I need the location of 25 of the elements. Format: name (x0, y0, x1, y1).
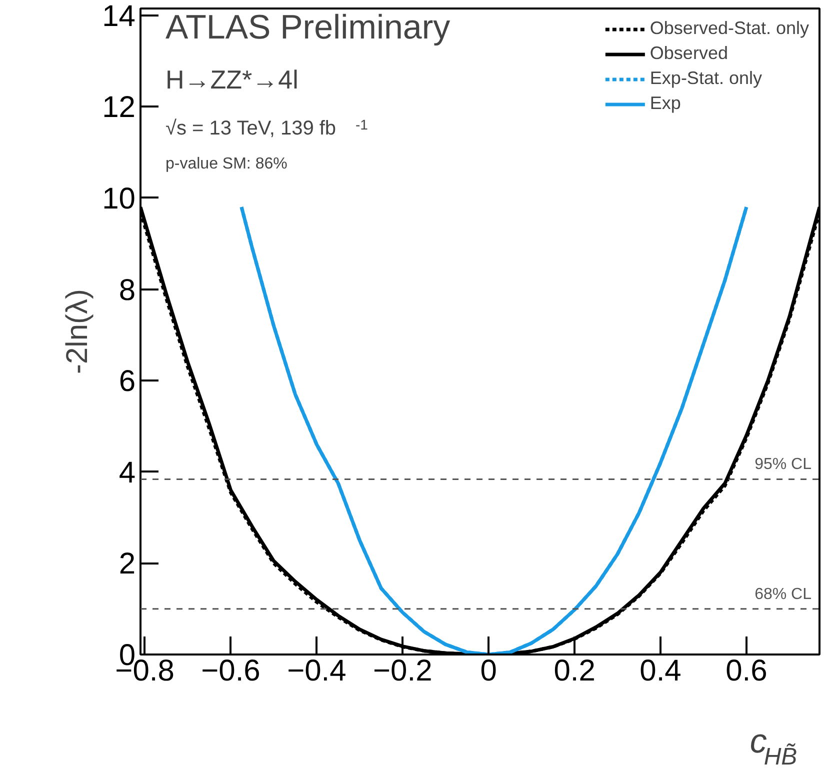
ref-line-label: 68% CL (754, 586, 812, 603)
y-tick-label: 2 (118, 548, 136, 581)
legend-label: Observed-Stat. only (650, 18, 809, 39)
x-tick-label: 0.2 (554, 654, 596, 688)
y-tick-label: 6 (118, 365, 136, 398)
x-tick-label: −0.2 (373, 654, 432, 688)
x-tick-label: 0.6 (726, 654, 768, 688)
y-tick-label: 14 (102, 0, 136, 33)
annotation: H→ZZ*→4l (166, 64, 298, 94)
y-tick-label: 10 (102, 182, 136, 216)
x-tick-label: 0 (480, 654, 497, 688)
x-tick-label: −0.4 (287, 654, 346, 688)
y-tick-label: 4 (118, 456, 136, 490)
annotation: p-value SM: 86% (166, 156, 288, 172)
legend-label: Exp (650, 93, 681, 114)
legend-label: Exp-Stat. only (650, 68, 762, 89)
x-tick-label: −0.6 (201, 654, 260, 688)
y-tick-label: 12 (102, 91, 136, 124)
y-axis-title: -2ln(λ) (61, 288, 94, 374)
y-tick-label: 8 (118, 274, 136, 307)
x-tick-label: 0.4 (640, 654, 682, 688)
legend-label: Observed (650, 43, 728, 64)
ref-line-label: 95% CL (754, 456, 812, 474)
annotation: ATLAS Preliminary (166, 8, 450, 46)
annotation: √s = 13 TeV, 139 fb-1 (166, 116, 368, 140)
